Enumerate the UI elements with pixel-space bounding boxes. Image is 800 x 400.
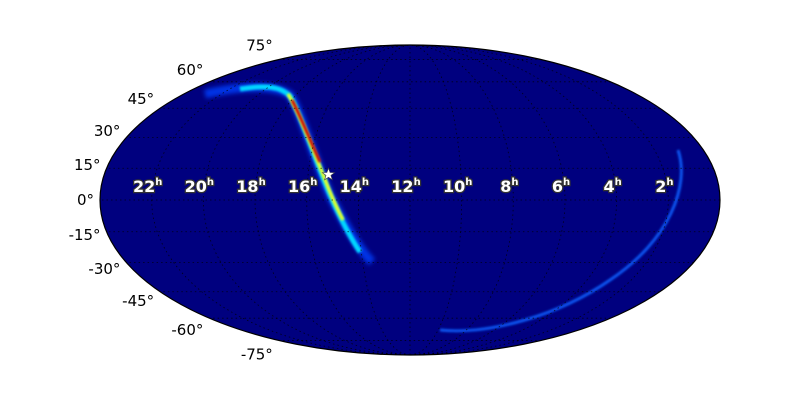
ra-unit: h — [155, 177, 162, 188]
ra-tick-label: 10h — [443, 177, 472, 196]
lat-tick-label: 75° — [246, 37, 273, 55]
lat-tick-label: 15° — [74, 156, 101, 174]
lat-tick-label: -75° — [241, 345, 273, 363]
grid-meridian — [409, 45, 566, 355]
ra-tick-label: 8h — [500, 177, 518, 196]
sky-background — [100, 45, 720, 355]
marker-star-icon — [321, 167, 336, 181]
grid-meridian — [409, 45, 669, 355]
ra-tick-label: 2h — [655, 177, 673, 196]
lat-tick-label: 0° — [77, 191, 94, 209]
ra-tick-label: 12h — [391, 177, 420, 196]
lat-tick-label: 30° — [94, 122, 121, 140]
secondary-arc — [439, 149, 683, 333]
lat-tick-label: -30° — [88, 260, 120, 278]
grid-meridian — [357, 45, 411, 355]
ra-tick-label: 18h — [236, 177, 265, 196]
ra-hours: 6 — [552, 177, 563, 196]
ra-hours: 22 — [133, 177, 155, 196]
ra-unit: h — [511, 177, 518, 188]
ra-unit: h — [259, 177, 266, 188]
lat-tick-label: -60° — [171, 321, 203, 339]
ra-unit: h — [615, 177, 622, 188]
ra-tick-label: 6h — [552, 177, 570, 196]
ra-unit: h — [666, 177, 673, 188]
ra-hours: 4 — [604, 177, 615, 196]
lat-tick-label: 60° — [177, 61, 204, 79]
main-arc-red — [290, 99, 322, 163]
ra-unit: h — [563, 177, 570, 188]
lat-tick-label: 45° — [128, 90, 155, 108]
ra-hours: 2 — [655, 177, 666, 196]
ra-tick-label: 14h — [340, 177, 369, 196]
ra-hours: 20 — [185, 177, 207, 196]
ra-hours: 16 — [288, 177, 310, 196]
lat-tick-label: -45° — [122, 292, 154, 310]
ra-hours: 18 — [236, 177, 258, 196]
ra-hours: 8 — [500, 177, 511, 196]
ra-tick-label: 16h — [288, 177, 317, 196]
grid-meridian — [202, 45, 411, 355]
ra-tick-label: 4h — [604, 177, 622, 196]
ra-hours: 10 — [443, 177, 465, 196]
ra-tick-label: 20h — [185, 177, 214, 196]
ra-unit: h — [465, 177, 472, 188]
ra-unit: h — [414, 177, 421, 188]
lat-tick-label: -15° — [69, 226, 101, 244]
grid-meridian — [409, 45, 463, 355]
probability-region — [100, 45, 720, 355]
ra-unit: h — [310, 177, 317, 188]
grid-meridian — [254, 45, 411, 355]
ra-hours: 12 — [391, 177, 413, 196]
grid-meridian — [409, 45, 618, 355]
grid-meridian — [151, 45, 411, 355]
ra-hours: 14 — [340, 177, 362, 196]
ra-unit: h — [362, 177, 369, 188]
ra-tick-label: 22h — [133, 177, 162, 196]
ra-unit: h — [207, 177, 214, 188]
map-border — [99, 44, 721, 356]
